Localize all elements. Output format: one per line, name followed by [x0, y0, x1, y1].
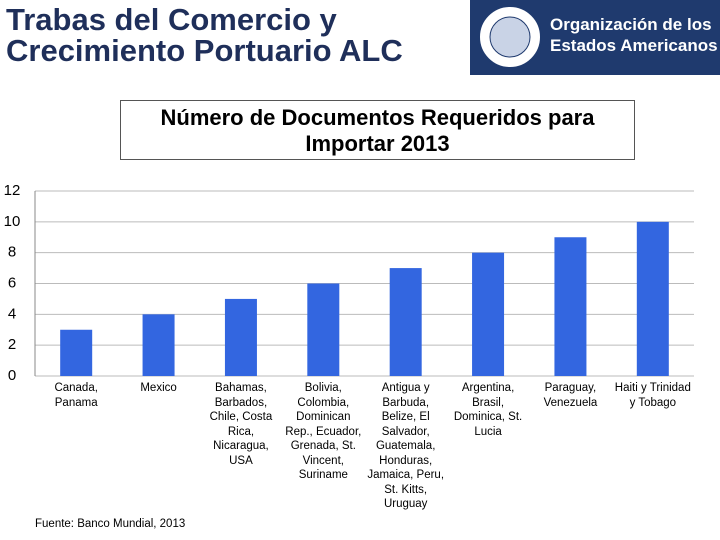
x-tick-label: Bolivia, Colombia, Dominican Rep., Ecuad… — [285, 382, 362, 481]
org-name: Organización de los — [550, 15, 712, 34]
y-tick-label: 2 — [8, 336, 16, 353]
logo: Organización de los Estados Americanos — [470, 0, 720, 75]
slide-title: Trabas del Comercio y Crecimiento Portua… — [6, 4, 403, 66]
bar — [60, 329, 93, 376]
bar — [142, 314, 175, 376]
x-tick-label: Paraguay, Venezuela — [543, 382, 598, 409]
org-name: Estados Americanos — [550, 36, 718, 55]
y-tick-label: 0 — [8, 367, 16, 384]
title-line: Trabas del Comercio y — [6, 2, 337, 37]
bar — [389, 268, 422, 376]
bar — [554, 237, 587, 376]
y-tick-label: 8 — [8, 244, 16, 261]
x-tick-label: Haiti y Trinidad y Tobago — [614, 382, 691, 409]
source: Fuente: Banco Mundial, 2013 — [35, 518, 186, 530]
y-tick-label: 12 — [4, 182, 21, 199]
chart-title: Número de Documentos Requeridos para Imp… — [120, 100, 635, 160]
bar — [636, 221, 669, 376]
x-tick-label: Antigua y Barbuda, Belize, El Salvador, … — [367, 382, 445, 510]
x-tick-label: Canada, Panama — [54, 382, 98, 409]
y-tick-label: 6 — [8, 274, 16, 291]
x-tick-label: Argentina, Brasil, Dominica, St. Lucia — [453, 382, 523, 438]
x-tick-label: Bahamas, Barbados, Chile, Costa Rica, Ni… — [209, 382, 273, 467]
x-tick-label: Mexico — [140, 382, 177, 394]
bar — [224, 298, 257, 376]
y-tick-label: 10 — [4, 213, 21, 230]
bar — [472, 252, 505, 376]
title-line: Crecimiento Portuario ALC — [6, 33, 403, 68]
bar — [307, 283, 340, 376]
y-tick-label: 4 — [8, 305, 16, 322]
seal — [478, 5, 542, 69]
